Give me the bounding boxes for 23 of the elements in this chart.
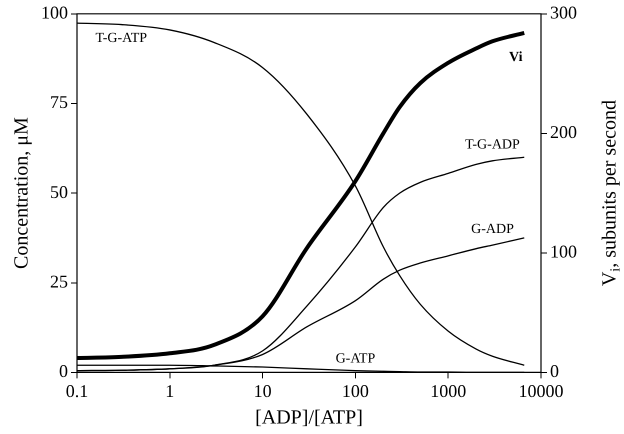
y-tick-label: 0: [59, 361, 68, 382]
y2-tick-label: 200: [550, 122, 577, 142]
series-label: T-G-ATP: [95, 31, 148, 46]
x-axis-title: [ADP]/[ATP]: [255, 406, 363, 428]
x-tick-label: 100: [342, 380, 369, 401]
y-axis-title: Concentration, μM: [10, 116, 32, 270]
series-label: G-ADP: [471, 222, 514, 237]
y-tick-label: 100: [41, 2, 68, 23]
y2-tick-label: 300: [550, 2, 577, 23]
series-label: G-ATP: [336, 351, 376, 366]
x-tick-label: 10: [254, 380, 272, 401]
x-tick-label: 1: [165, 380, 174, 401]
x-tick-label: 0.1: [66, 380, 88, 401]
x-tick-label: 10000: [518, 380, 564, 401]
y2-axis-title: Vi, subunits per second: [598, 100, 624, 286]
y2-tick-label: 100: [550, 242, 577, 262]
y2-tick-label: 0: [550, 361, 559, 382]
y-tick-label: 25: [50, 271, 68, 292]
y-tick-label: 75: [50, 92, 68, 112]
y-tick-label: 50: [50, 182, 68, 202]
series-label: T-G-ADP: [465, 138, 520, 152]
series-label: Vi: [508, 50, 523, 65]
x-tick-label: 1000: [430, 380, 466, 401]
